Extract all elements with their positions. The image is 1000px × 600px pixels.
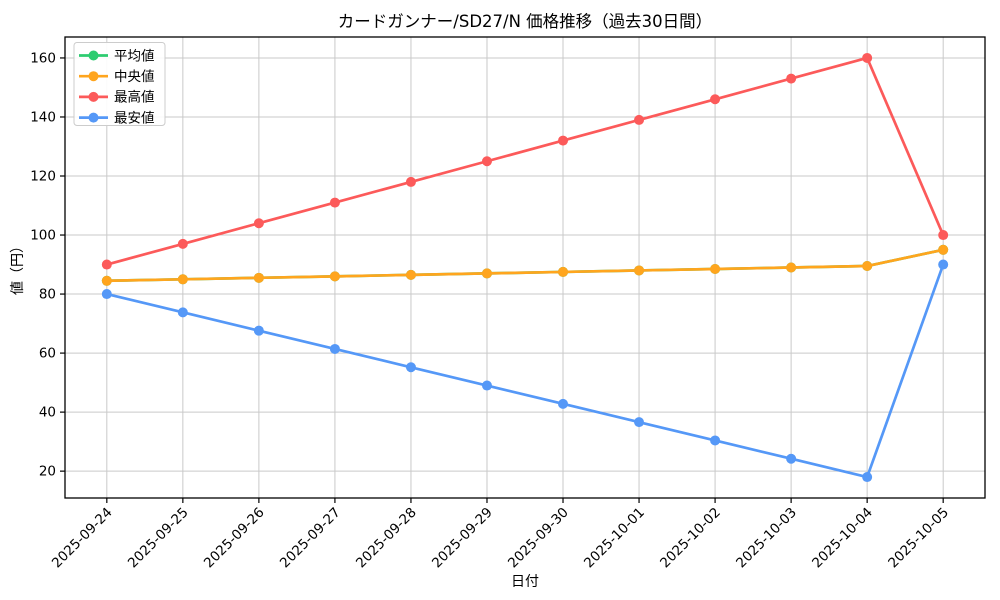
data-point-min: [938, 259, 949, 270]
data-point-max: [862, 52, 873, 63]
data-point-max: [329, 197, 340, 208]
legend-marker-max: [88, 91, 99, 102]
data-point-median: [634, 265, 645, 276]
data-point-min: [253, 325, 264, 336]
data-point-max: [938, 230, 949, 241]
data-point-min: [481, 380, 492, 391]
y-axis-title: 値（円）: [10, 239, 26, 295]
data-point-median: [938, 244, 949, 255]
legend-item-median: 中央値: [79, 69, 155, 85]
y-tick-label: 160: [30, 50, 56, 66]
x-tick-label: 2025-10-03: [733, 505, 800, 572]
series-line-min: [105, 263, 945, 479]
x-tick-label: 2025-09-30: [505, 505, 572, 572]
series-layer: [101, 52, 949, 483]
series-line-average: [105, 248, 945, 283]
data-point-min: [634, 417, 645, 428]
y-tick-label: 140: [30, 109, 56, 125]
legend-label-median: 中央値: [114, 69, 155, 85]
axes-spines: [64, 36, 986, 499]
grid-layer: [65, 37, 985, 498]
y-tick-label: 100: [30, 228, 56, 244]
x-tick-label: 2025-09-25: [125, 505, 192, 572]
x-tick-label: 2025-09-27: [277, 505, 344, 572]
x-tick-label: 2025-10-05: [885, 505, 952, 572]
data-point-min: [101, 289, 112, 300]
data-point-median: [481, 268, 492, 279]
y-tick-label: 120: [30, 169, 56, 185]
legend-item-max: 最高値: [79, 89, 155, 106]
legend-box: [73, 42, 166, 126]
x-tick-label: 2025-09-24: [49, 505, 116, 572]
data-point-median: [101, 275, 112, 286]
data-point-max: [481, 156, 492, 167]
legend-marker-min: [88, 112, 99, 123]
legend-marker-median: [88, 71, 99, 82]
data-point-median: [558, 266, 569, 277]
series-line-max: [105, 56, 945, 266]
data-point-max: [253, 218, 264, 229]
x-tick-label: 2025-10-01: [581, 505, 648, 572]
data-point-min: [786, 453, 797, 464]
data-point-max: [405, 176, 416, 187]
x-tick-label: 2025-10-02: [657, 505, 724, 572]
legend-label-average: 平均値: [114, 48, 155, 64]
data-point-max: [786, 73, 797, 84]
x-tick-label: 2025-09-26: [201, 505, 268, 572]
data-point-max: [101, 259, 112, 270]
data-point-median: [405, 269, 416, 280]
x-axis-title: 日付: [511, 574, 539, 590]
x-tick-label: 2025-10-04: [809, 505, 876, 572]
data-point-min: [177, 307, 188, 318]
legend-label-min: 最安値: [114, 110, 155, 126]
y-tick-label: 60: [39, 346, 56, 362]
data-point-max: [710, 94, 721, 105]
legend-label-max: 最高値: [114, 89, 155, 106]
data-point-min: [862, 472, 873, 483]
x-tick-label: 2025-09-28: [353, 505, 420, 572]
legend-item-average: 平均値: [79, 48, 155, 64]
data-point-max: [634, 114, 645, 125]
data-point-max: [177, 238, 188, 249]
data-point-min: [710, 435, 721, 446]
series-line-median: [105, 248, 945, 283]
data-point-min: [329, 343, 340, 354]
data-point-min: [558, 398, 569, 409]
y-tick-label: 20: [39, 464, 56, 480]
data-point-median: [710, 263, 721, 274]
data-point-median: [253, 272, 264, 283]
data-point-median: [786, 262, 797, 273]
y-tick-label: 40: [39, 405, 56, 421]
data-point-min: [405, 362, 416, 373]
chart-title: カードガンナー/SD27/N 価格推移（過去30日間）: [338, 12, 712, 31]
data-point-max: [558, 135, 569, 146]
data-point-median: [329, 271, 340, 282]
legend-marker-average: [88, 50, 99, 61]
y-tick-label: 80: [39, 287, 56, 303]
x-tick-label: 2025-09-29: [429, 505, 496, 572]
data-point-median: [177, 274, 188, 285]
data-point-median: [862, 261, 873, 272]
legend-item-min: 最安値: [79, 110, 155, 126]
